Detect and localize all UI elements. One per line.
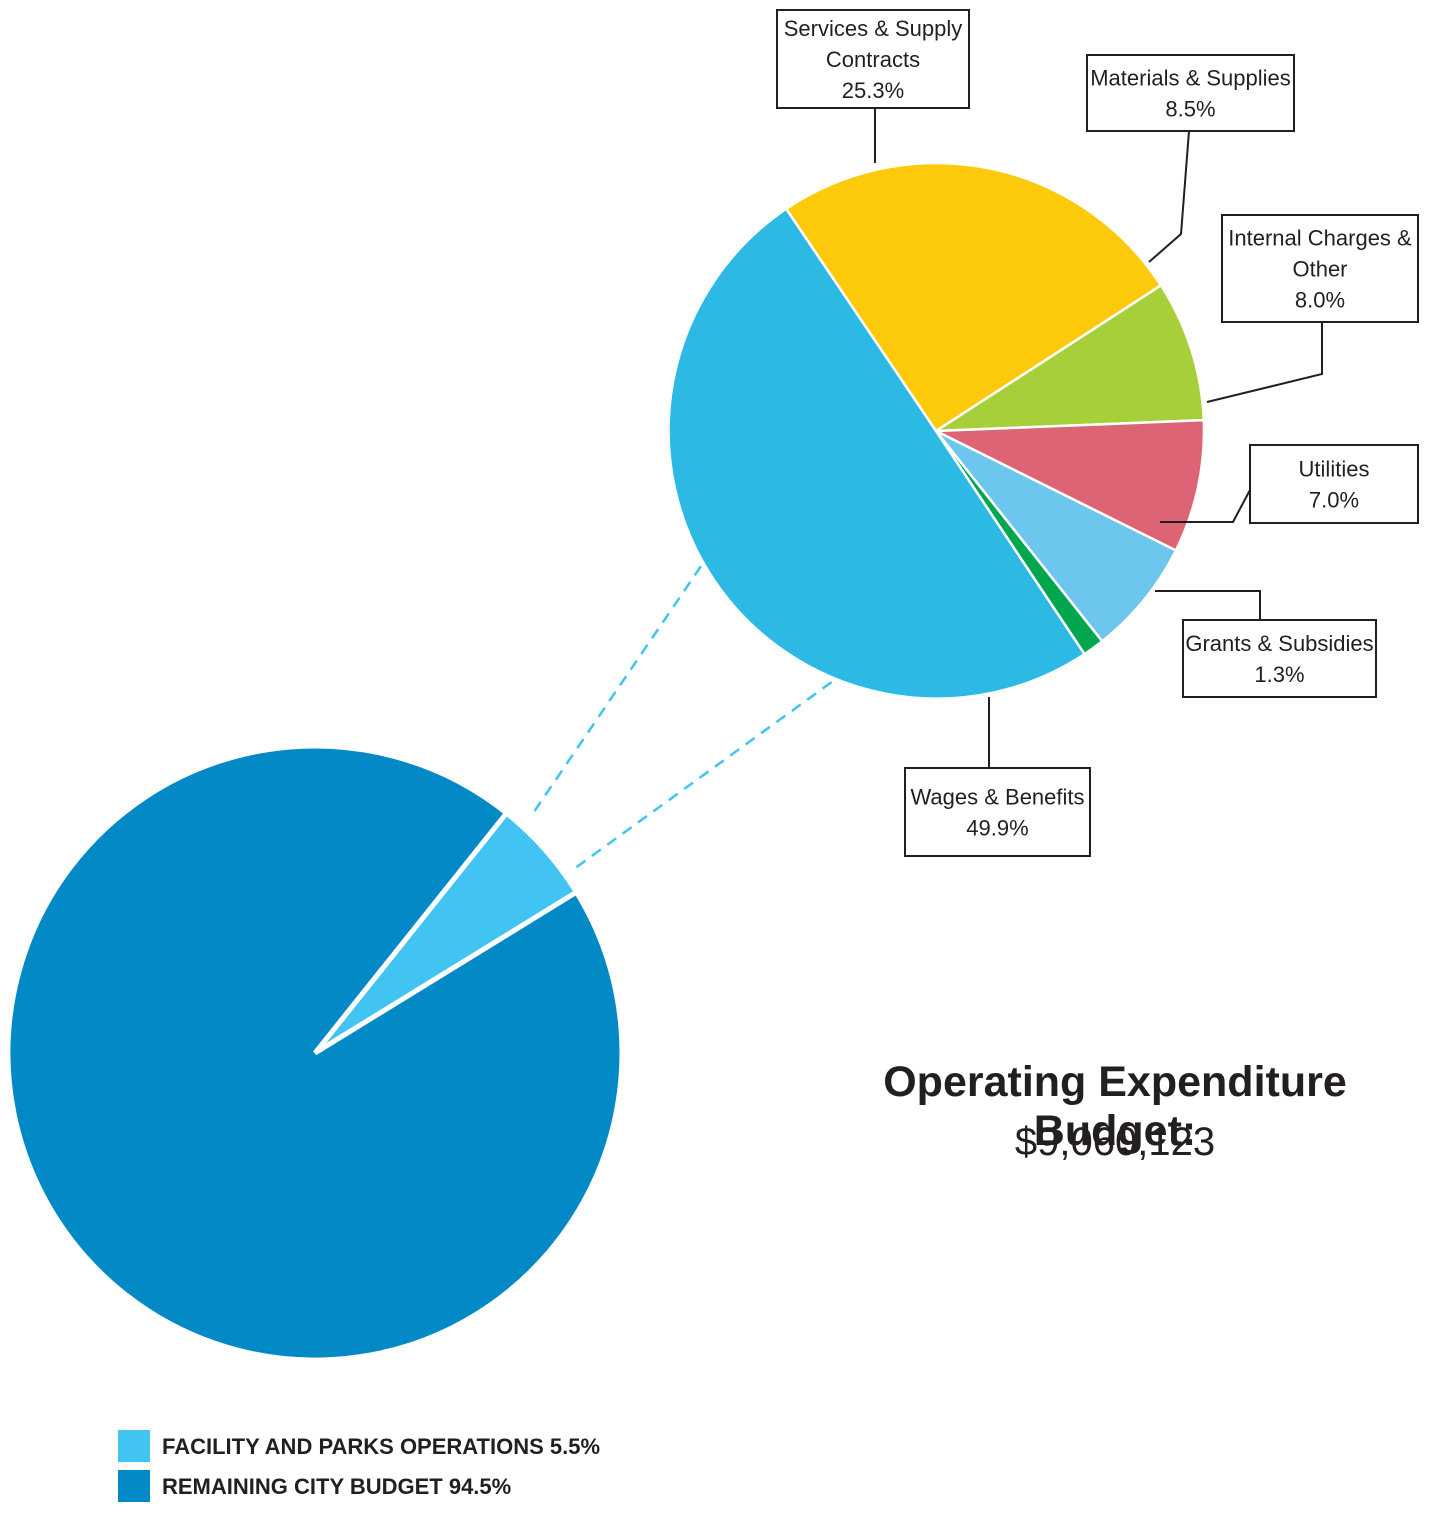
legend-item-facility-parks: FACILITY AND PARKS OPERATIONS 5.5% — [118, 1430, 600, 1462]
remaining-city-slice — [5, 743, 625, 1363]
legend-label: FACILITY AND PARKS OPERATIONS 5.5% — [162, 1434, 600, 1459]
callout-box — [904, 767, 1091, 857]
connector-line-lower — [575, 674, 841, 869]
legend: FACILITY AND PARKS OPERATIONS 5.5% REMAIN… — [118, 1430, 600, 1502]
callout-label: Contracts — [826, 47, 920, 72]
callout-label: Internal Charges & — [1228, 226, 1412, 251]
city-budget-pie — [5, 743, 625, 1363]
callout-value: 1.3% — [1254, 662, 1304, 687]
utilities-slice — [935, 429, 1178, 644]
callout-value: 8.0% — [1295, 288, 1345, 313]
callout-box — [776, 9, 970, 109]
callout-value: 49.9% — [966, 816, 1028, 841]
legend-item-remaining-budget: REMAINING CITY BUDGET 94.5% — [118, 1470, 511, 1502]
callout-box — [1086, 54, 1295, 132]
internal-charges-callout: Internal Charges & Other 8.0% — [1206, 214, 1419, 403]
leader-line — [1160, 489, 1251, 523]
callout-box — [1249, 444, 1419, 524]
callout-label: Utilities — [1299, 457, 1370, 482]
materials-supplies-slice — [931, 283, 1206, 433]
legend-swatch — [118, 1430, 150, 1462]
services-supply-slice — [784, 161, 1163, 433]
callout-value: 7.0% — [1309, 488, 1359, 513]
callout-box — [1221, 214, 1419, 323]
zoom-connector-lines — [533, 493, 841, 869]
services-supply-callout: Services & Supply Contracts 25.3% — [776, 9, 970, 163]
callout-label: Services & Supply — [784, 16, 963, 41]
connector-line-upper — [533, 493, 752, 812]
internal-charges-slice — [935, 418, 1206, 553]
legend-label: REMAINING CITY BUDGET 94.5% — [162, 1474, 511, 1499]
leader-line — [1148, 130, 1190, 263]
callout-label: Grants & Subsidies — [1185, 631, 1373, 656]
callout-value: 8.5% — [1165, 97, 1215, 122]
expenditure-breakdown-pie — [667, 161, 1206, 700]
utilities-callout: Utilities 7.0% — [1160, 444, 1419, 524]
callout-value: 25.3% — [842, 78, 904, 103]
grants-subsidies-callout: Grants & Subsidies 1.3% — [1155, 590, 1377, 698]
callout-label: Wages & Benefits — [910, 785, 1084, 810]
leader-line — [1155, 590, 1261, 620]
wages-benefits-callout: Wages & Benefits 49.9% — [904, 697, 1091, 857]
budget-title: Operating Expenditure Budget: — [883, 1058, 1347, 1155]
callout-label: Other — [1292, 257, 1347, 282]
slice-callouts: Services & Supply Contracts 25.3% Materials… — [776, 9, 1419, 857]
callout-label: Materials & Supplies — [1090, 66, 1291, 91]
budget-total: $9,060,123 — [1014, 1120, 1216, 1164]
materials-supplies-callout: Materials & Supplies 8.5% — [1086, 54, 1295, 263]
leader-line — [1206, 322, 1323, 403]
legend-swatch — [118, 1470, 150, 1502]
wages-benefits-slice — [667, 207, 1087, 700]
callout-box — [1182, 619, 1377, 698]
